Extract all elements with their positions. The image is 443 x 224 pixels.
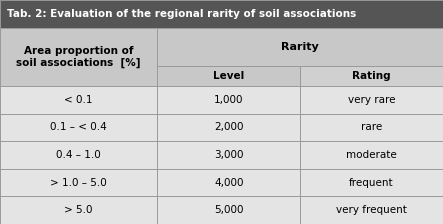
Text: 4,000: 4,000 xyxy=(214,178,244,188)
Bar xyxy=(0,196,443,224)
Text: frequent: frequent xyxy=(349,178,394,188)
Text: Tab. 2: Evaluation of the regional rarity of soil associations: Tab. 2: Evaluation of the regional rarit… xyxy=(7,9,356,19)
Bar xyxy=(157,28,443,66)
Bar xyxy=(0,114,443,141)
Bar xyxy=(157,66,300,86)
Bar xyxy=(300,66,443,86)
Bar xyxy=(0,0,443,28)
Text: Level: Level xyxy=(213,71,245,81)
Text: > 1.0 – 5.0: > 1.0 – 5.0 xyxy=(50,178,107,188)
Text: < 0.1: < 0.1 xyxy=(64,95,93,105)
Text: 3,000: 3,000 xyxy=(214,150,244,160)
Bar xyxy=(0,86,443,114)
Text: Rating: Rating xyxy=(352,71,391,81)
Bar xyxy=(0,28,157,86)
Text: moderate: moderate xyxy=(346,150,397,160)
Text: very rare: very rare xyxy=(348,95,395,105)
Text: 1,000: 1,000 xyxy=(214,95,244,105)
Text: rare: rare xyxy=(361,122,382,132)
Text: > 5.0: > 5.0 xyxy=(64,205,93,215)
Text: Area proportion of
soil associations  [%]: Area proportion of soil associations [%] xyxy=(16,46,141,68)
Text: very frequent: very frequent xyxy=(336,205,407,215)
Bar xyxy=(0,169,443,196)
Text: 0.4 – 1.0: 0.4 – 1.0 xyxy=(56,150,101,160)
Bar xyxy=(0,141,443,169)
Text: 0.1 – < 0.4: 0.1 – < 0.4 xyxy=(50,122,107,132)
Text: Rarity: Rarity xyxy=(281,42,319,52)
Text: 2,000: 2,000 xyxy=(214,122,244,132)
Text: 5,000: 5,000 xyxy=(214,205,244,215)
